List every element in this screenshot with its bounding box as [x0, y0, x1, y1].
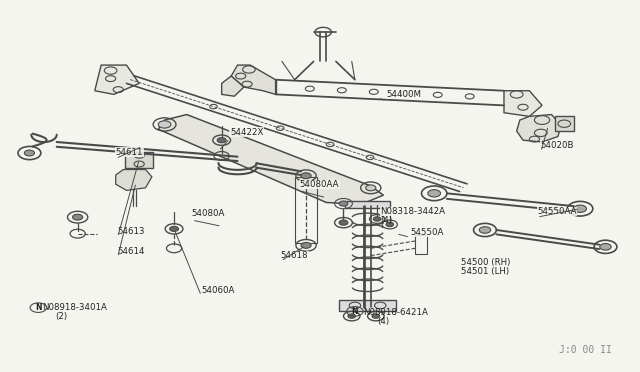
Text: N: N: [351, 307, 358, 316]
Text: 54422X: 54422X: [230, 128, 263, 137]
Text: 54614: 54614: [118, 247, 145, 256]
Circle shape: [479, 227, 491, 233]
Text: 54550AA: 54550AA: [537, 207, 577, 216]
Circle shape: [339, 220, 348, 225]
Polygon shape: [516, 115, 561, 142]
Circle shape: [600, 244, 611, 250]
Text: 54550A: 54550A: [410, 228, 444, 237]
Text: 54618: 54618: [281, 251, 308, 260]
Polygon shape: [221, 76, 244, 96]
Bar: [294, 177, 317, 243]
Text: 54020B: 54020B: [541, 141, 574, 150]
Text: 54611: 54611: [116, 148, 143, 157]
Polygon shape: [158, 115, 383, 204]
Circle shape: [373, 217, 381, 221]
Text: 54400M: 54400M: [387, 90, 422, 99]
Text: 54500 (RH): 54500 (RH): [461, 258, 510, 267]
Circle shape: [428, 190, 440, 197]
Text: N: N: [35, 303, 42, 312]
Polygon shape: [504, 91, 542, 116]
Text: J:0 00 II: J:0 00 II: [559, 344, 612, 355]
Text: 54080AA: 54080AA: [300, 180, 339, 189]
Text: N08918-6421A: N08918-6421A: [363, 308, 428, 317]
Text: 54501 (LH): 54501 (LH): [461, 267, 509, 276]
Circle shape: [301, 173, 311, 179]
Circle shape: [158, 121, 171, 128]
Circle shape: [574, 205, 586, 212]
Circle shape: [170, 226, 179, 231]
Text: (2): (2): [56, 312, 68, 321]
Bar: [555, 116, 574, 131]
Polygon shape: [95, 65, 139, 94]
Circle shape: [339, 201, 348, 206]
Circle shape: [24, 150, 35, 156]
Text: (4): (4): [380, 216, 392, 225]
Circle shape: [372, 314, 380, 318]
Bar: [339, 300, 396, 311]
Bar: [415, 235, 427, 254]
Bar: [125, 152, 153, 168]
Text: 54080A: 54080A: [192, 209, 225, 218]
Circle shape: [301, 243, 311, 248]
Circle shape: [72, 214, 83, 220]
Text: N08918-3401A: N08918-3401A: [42, 304, 107, 312]
Circle shape: [386, 222, 394, 227]
Circle shape: [348, 314, 356, 318]
Text: N08318-3442A: N08318-3442A: [380, 207, 445, 216]
Polygon shape: [116, 170, 152, 190]
Text: (4): (4): [377, 317, 389, 326]
Polygon shape: [231, 65, 276, 94]
Circle shape: [365, 185, 376, 191]
Bar: [346, 201, 390, 208]
Circle shape: [217, 138, 226, 143]
Text: 54613: 54613: [118, 227, 145, 236]
Text: 54060A: 54060A: [202, 286, 235, 295]
